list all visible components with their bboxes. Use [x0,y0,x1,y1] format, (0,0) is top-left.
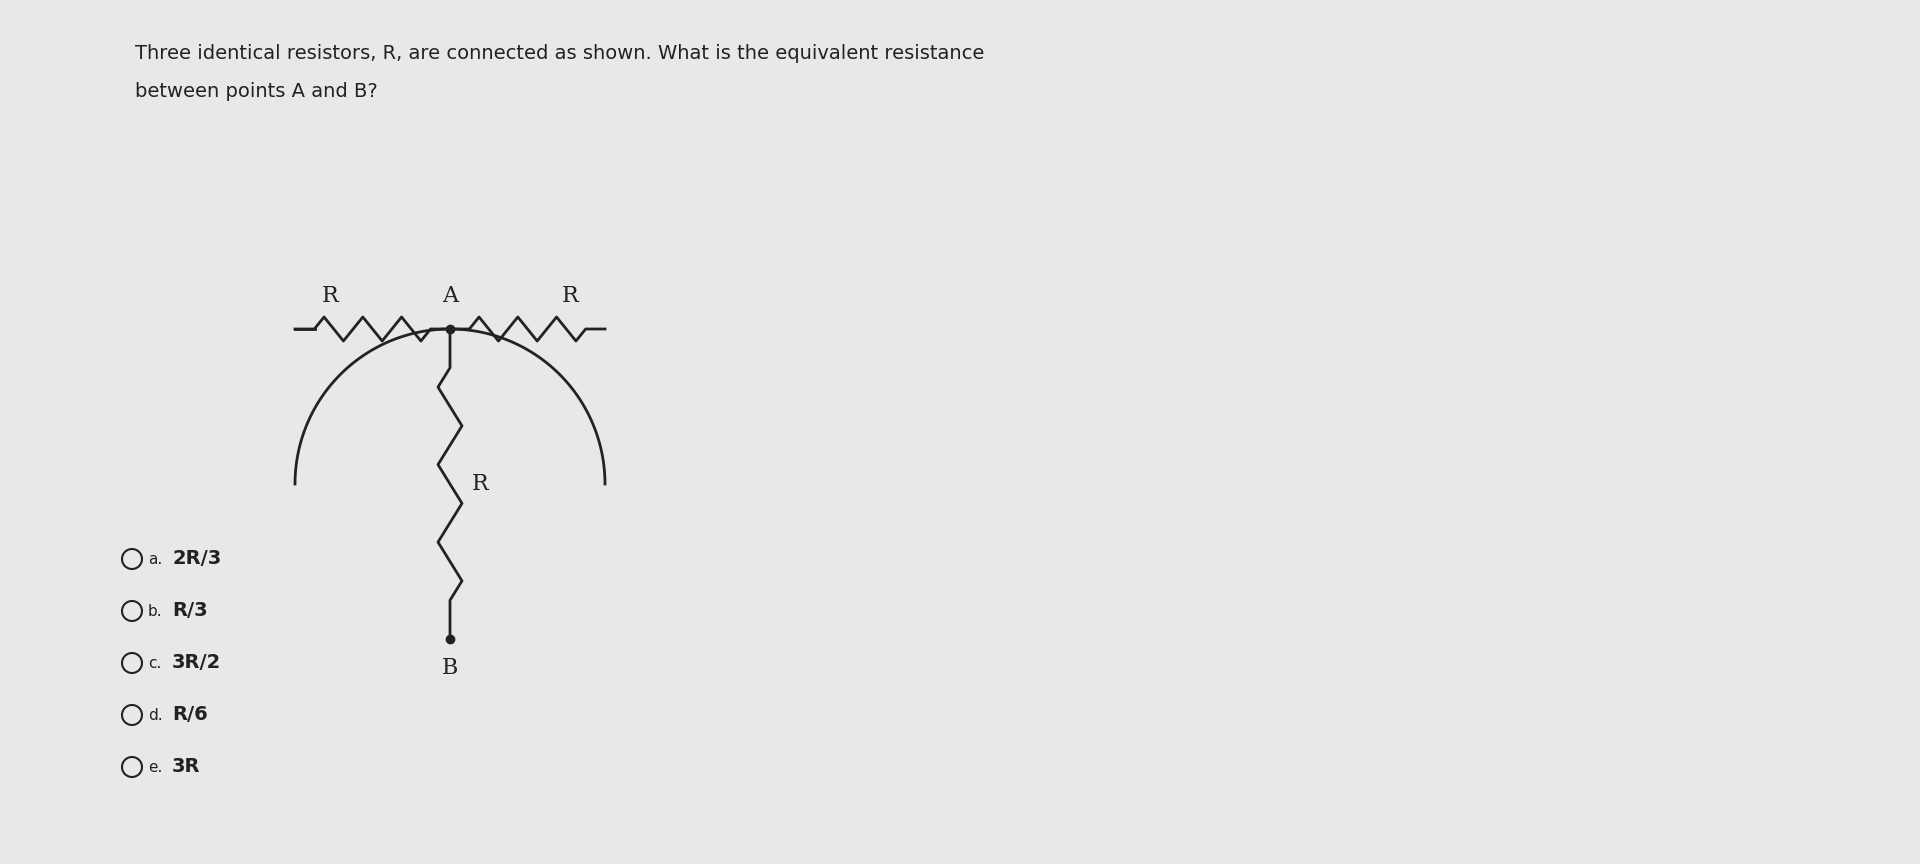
Text: R/6: R/6 [173,706,207,725]
Text: e.: e. [148,759,163,774]
Text: R: R [323,285,338,307]
Text: R: R [472,473,490,495]
Text: b.: b. [148,603,163,619]
Text: d.: d. [148,708,163,722]
Text: 3R/2: 3R/2 [173,653,221,672]
Text: a.: a. [148,551,163,567]
Text: B: B [442,657,459,679]
Text: 3R: 3R [173,758,200,777]
Text: Three identical resistors, R, are connected as shown. What is the equivalent res: Three identical resistors, R, are connec… [134,44,985,63]
Text: R/3: R/3 [173,601,207,620]
Text: R: R [563,285,578,307]
Text: 2R/3: 2R/3 [173,550,221,569]
Text: c.: c. [148,656,161,670]
Text: between points A and B?: between points A and B? [134,82,378,101]
Text: A: A [442,285,459,307]
